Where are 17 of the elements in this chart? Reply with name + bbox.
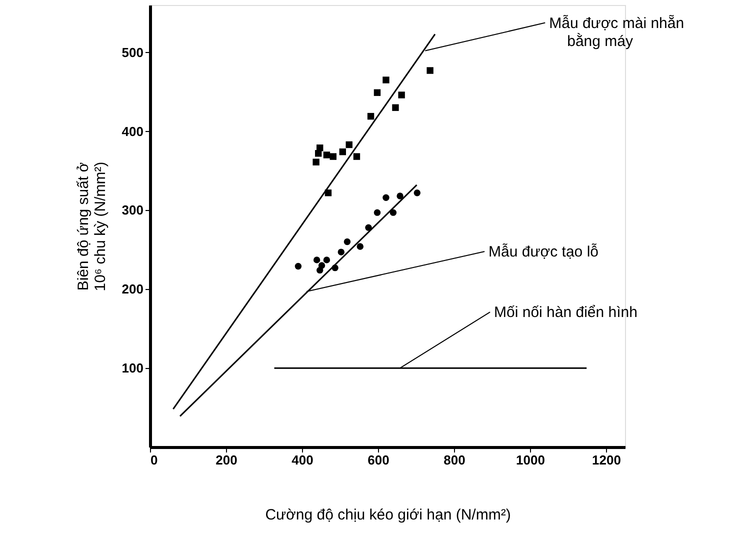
x-tick-label: 1000 [516,452,545,468]
y-tick-label: 300 [122,202,144,218]
y-tick-label: 500 [122,44,144,60]
annotation: Mẫu được mài nhẵn bằng máy [549,14,684,50]
annotation: Mẫu được tạo lỗ [488,244,598,261]
x-tick-label: 0 [150,452,158,468]
x-tick-label: 800 [444,452,466,468]
x-tick-label: 400 [292,452,314,468]
x-axis-title: Cường độ chịu kéo giới hạn (N/mm²) [265,506,511,524]
y-axis-title: Biên độ ứng suất ở 10⁶ chu kỳ (N/mm²) [74,162,109,292]
x-tick-label: 600 [368,452,390,468]
x-tick-label: 1200 [592,452,621,468]
y-tick-label: 200 [122,282,144,297]
y-tick-label: 100 [122,360,144,376]
annotation: Mối nối hàn điển hình [494,304,638,322]
y-tick-label: 400 [122,124,144,139]
x-tick-label: 200 [216,452,238,468]
